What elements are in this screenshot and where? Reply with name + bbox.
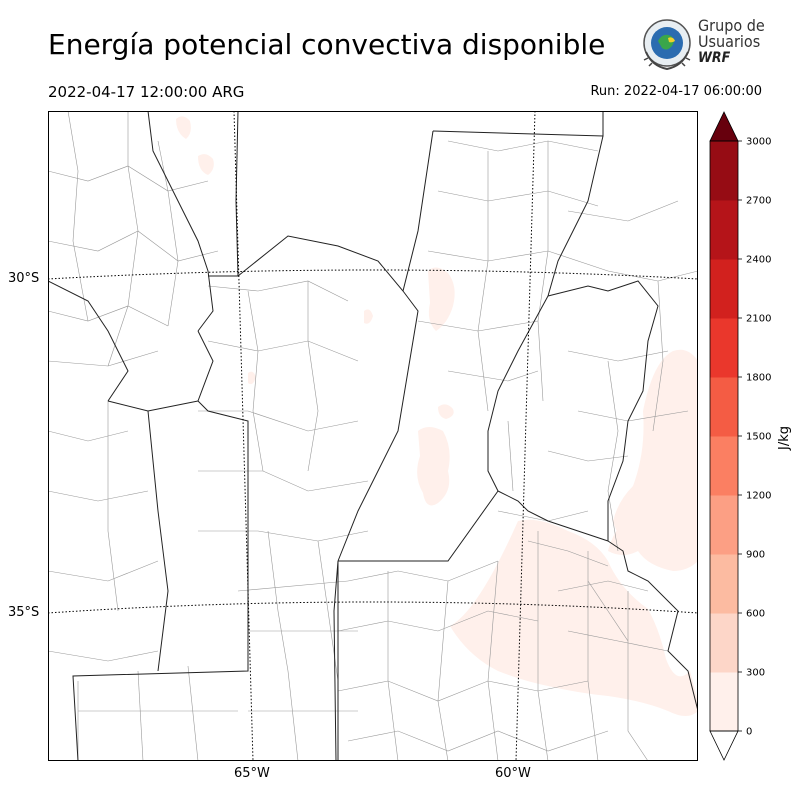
colorbar-band	[710, 141, 738, 201]
cape-map	[48, 111, 698, 761]
colorbar-under-extension	[709, 730, 739, 761]
colorbar-tick-label: 1500	[746, 432, 771, 443]
colorbar-over-extension	[709, 111, 739, 142]
colorbar-tick-label: 2100	[746, 314, 771, 325]
colorbar-band	[710, 200, 738, 260]
colorbar-tick-label: 1800	[746, 373, 771, 384]
colorbar-band	[710, 613, 738, 673]
colorbar-tick-label: 0	[746, 727, 752, 738]
logo-line-1: Grupo de	[698, 16, 765, 35]
colorbar-tick-label: 3000	[746, 137, 771, 148]
colorbar-tick-label: 600	[746, 609, 765, 620]
colorbar-unit-label: J/kg	[777, 426, 792, 450]
department-boundaries	[48, 111, 698, 761]
province-boundaries	[48, 111, 698, 761]
lon-label-65w: 65°W	[234, 766, 270, 781]
colorbar-band	[710, 554, 738, 614]
grupo-usuarios-wrf-logo: Grupo de Usuarios WRF	[638, 14, 768, 74]
logo-line-3: WRF	[698, 50, 731, 66]
cape-shading	[176, 116, 698, 716]
colorbar-tick-label: 2400	[746, 255, 771, 266]
cape-colorbar: 0 300 600 900 1200 1500 1800 2100 2400 2700 3000	[709, 111, 771, 761]
logo-line-2: Usuarios	[698, 32, 761, 51]
colorbar-tick-label: 2700	[746, 196, 771, 207]
lat-label-35s: 35°S	[8, 605, 40, 620]
colorbar-band	[710, 318, 738, 378]
colorbar-band	[710, 259, 738, 319]
colorbar-band	[710, 495, 738, 555]
lat-label-30s: 30°S	[8, 271, 40, 286]
run-time: Run: 2022-04-17 06:00:00	[590, 84, 762, 99]
colorbar-band	[710, 436, 738, 496]
colorbar-band	[710, 672, 738, 732]
colorbar-band	[710, 377, 738, 437]
lon-label-60w: 60°W	[495, 766, 531, 781]
valid-time: 2022-04-17 12:00:00 ARG	[48, 83, 245, 101]
graticule	[48, 111, 698, 761]
colorbar-tick-label: 1200	[746, 491, 771, 502]
wrf-globe-icon	[643, 19, 691, 71]
colorbar-tick-label: 300	[746, 668, 765, 679]
colorbar-tick-label: 900	[746, 550, 765, 561]
map-title: Energía potencial convectiva disponible	[48, 28, 606, 61]
